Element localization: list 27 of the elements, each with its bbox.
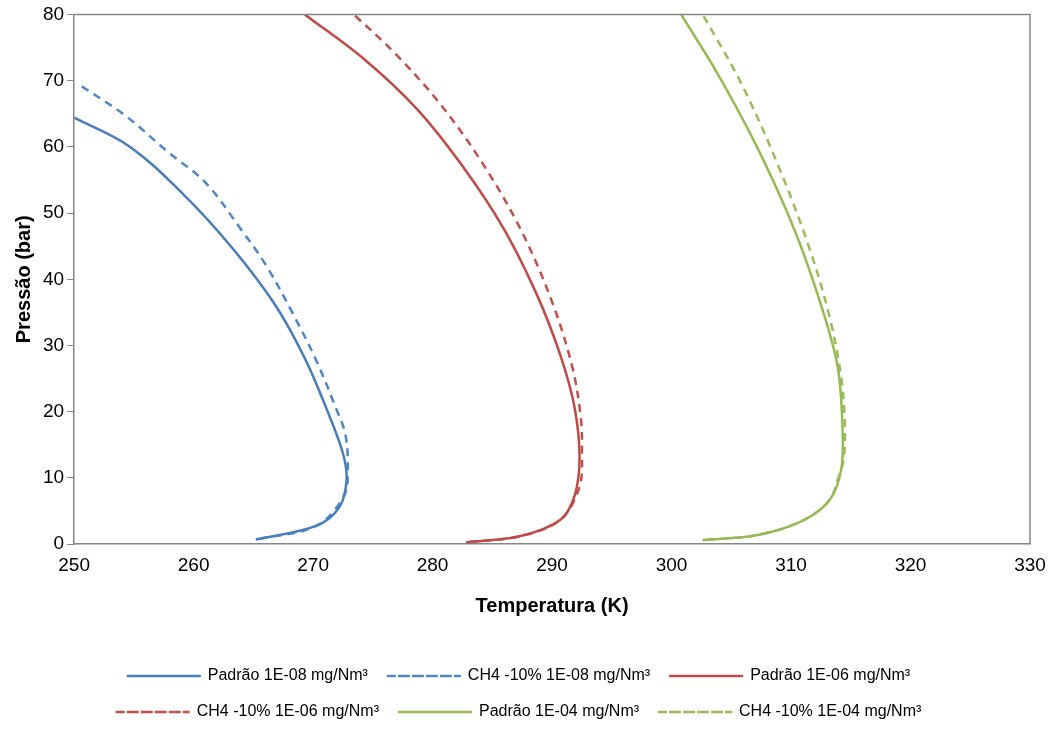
y-tick-label: 80: [42, 2, 65, 24]
y-tick-label: 50: [42, 201, 65, 223]
legend-label: Padrão 1E-06 mg/Nm³: [750, 666, 911, 684]
y-tick-label: 30: [42, 333, 65, 355]
legend-label: CH4 -10% 1E-08 mg/Nm³: [467, 666, 651, 684]
x-tick-label: 290: [536, 553, 568, 575]
x-tick-label: 270: [297, 553, 329, 575]
x-tick-label: 300: [655, 553, 688, 575]
x-tick-label: 260: [177, 553, 210, 575]
y-tick-label: 20: [42, 399, 65, 421]
x-tick-label: 280: [416, 553, 449, 575]
legend-label: Padrão 1E-04 mg/Nm³: [478, 702, 640, 720]
y-tick-label: 60: [42, 135, 65, 157]
y-tick-label: 70: [42, 68, 65, 90]
legend-label: CH4 -10% 1E-06 mg/Nm³: [196, 702, 380, 720]
legend-label: CH4 -10% 1E-04 mg/Nm³: [739, 702, 922, 720]
x-tick-label: 330: [1014, 553, 1046, 575]
line-series: [303, 14, 581, 544]
y-tick-label: 0: [53, 532, 65, 554]
x-tick-label: 310: [775, 553, 807, 575]
x-tick-label: 320: [894, 553, 927, 575]
y-axis-title: Pressão (bar): [11, 215, 34, 344]
x-axis-title: Temperatura (K): [475, 593, 629, 616]
y-tick-label: 40: [42, 267, 65, 289]
legend-label: Padrão 1E-08 mg/Nm³: [207, 666, 369, 684]
x-tick-label: 250: [58, 553, 90, 575]
y-tick-label: 10: [42, 466, 65, 488]
